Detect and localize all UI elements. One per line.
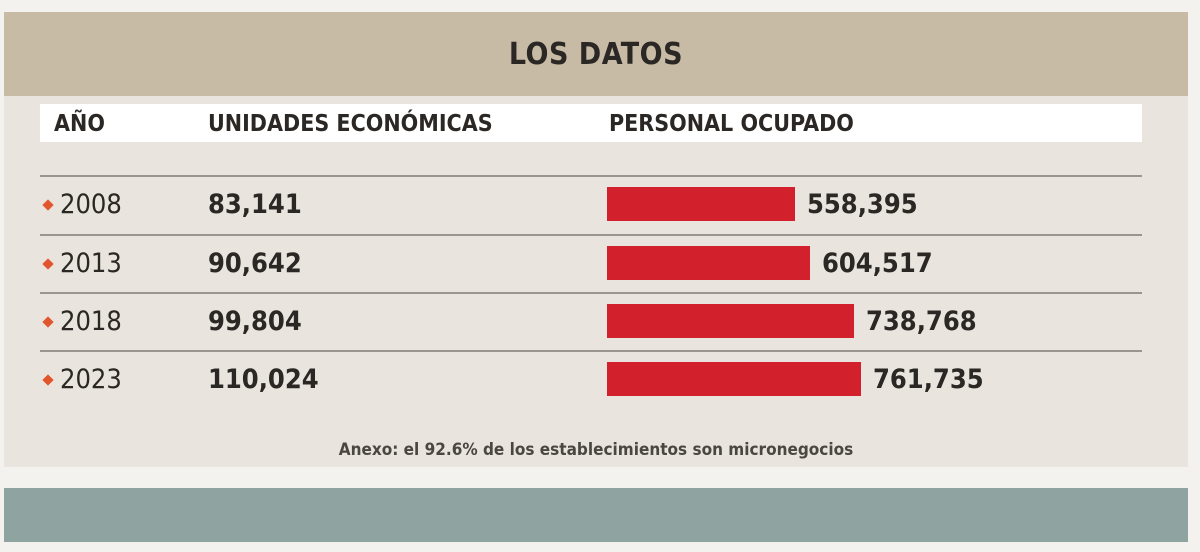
chart-title: LOS DATOS <box>508 36 684 72</box>
table-row: 2023 110,024 761,735 <box>40 352 1142 408</box>
title-bar: LOS DATOS <box>4 12 1188 96</box>
row-year: 2013 <box>60 248 122 279</box>
annex-note: Anexo: el 92.6% de los establecimientos … <box>338 440 854 460</box>
bullet-diamond-icon <box>42 374 54 386</box>
row-units: 110,024 <box>208 364 319 395</box>
personal-bar <box>607 362 861 396</box>
row-personal: 761,735 <box>873 364 984 395</box>
personal-bar <box>607 187 795 221</box>
footer-band <box>4 488 1188 542</box>
row-year: 2018 <box>60 306 122 337</box>
row-personal: 738,768 <box>866 306 977 337</box>
bullet-diamond-icon <box>42 199 54 211</box>
column-header-row: AÑO UNIDADES ECONÓMICAS PERSONAL OCUPADO <box>40 104 1142 142</box>
personal-bar <box>607 246 810 280</box>
table-row: 2008 83,141 558,395 <box>40 177 1142 233</box>
header-year: AÑO <box>54 111 105 137</box>
table-row: 2018 99,804 738,768 <box>40 294 1142 350</box>
bullet-diamond-icon <box>42 316 54 328</box>
row-personal: 604,517 <box>822 248 933 279</box>
row-divider <box>40 234 1142 236</box>
row-divider <box>40 175 1142 177</box>
personal-bar <box>607 304 854 338</box>
row-year: 2023 <box>60 364 122 395</box>
row-personal: 558,395 <box>807 189 918 220</box>
row-divider <box>40 292 1142 294</box>
header-personal: PERSONAL OCUPADO <box>609 111 854 137</box>
data-panel: LOS DATOS Anexo: el 92.6% de los estable… <box>4 12 1188 467</box>
table-row: 2013 90,642 604,517 <box>40 236 1142 292</box>
row-units: 83,141 <box>208 189 302 220</box>
bullet-diamond-icon <box>42 258 54 270</box>
row-divider <box>40 350 1142 352</box>
row-year: 2008 <box>60 189 122 220</box>
header-units: UNIDADES ECONÓMICAS <box>208 111 493 137</box>
row-units: 99,804 <box>208 306 302 337</box>
row-units: 90,642 <box>208 248 302 279</box>
